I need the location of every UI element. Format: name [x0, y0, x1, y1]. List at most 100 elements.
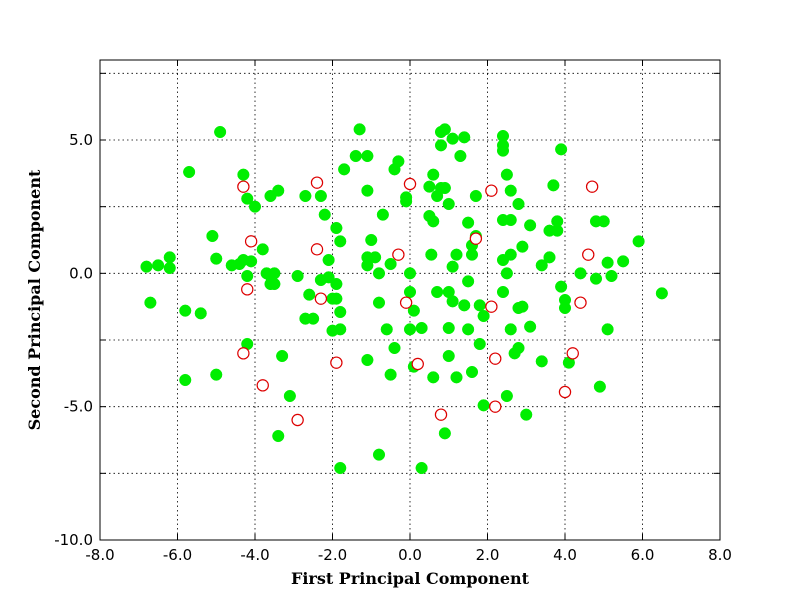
green-filled-point	[516, 300, 529, 313]
green-filled-point	[415, 461, 428, 475]
green-filled-point	[183, 165, 196, 179]
red-open-point	[403, 177, 417, 191]
red-open-point	[399, 296, 413, 309]
green-filled-point	[473, 337, 486, 351]
green-filled-point	[543, 251, 556, 264]
green-filled-point	[299, 189, 312, 203]
green-filled-point	[380, 323, 393, 336]
x-tick-label: 6.0	[631, 546, 655, 564]
green-filled-point	[496, 285, 510, 299]
green-filled-point	[450, 371, 463, 384]
green-filled-point	[446, 295, 459, 308]
y-tick-label: -10.0	[54, 531, 93, 549]
green-filled-point	[427, 168, 440, 181]
green-filled-point	[206, 229, 219, 243]
red-open-point	[330, 356, 343, 369]
x-axis-label: First Principal Component	[291, 569, 530, 588]
green-filled-point	[291, 269, 304, 283]
green-filled-point	[477, 399, 490, 412]
green-filled-point	[361, 259, 374, 272]
red-open-point	[310, 176, 324, 189]
red-open-point	[489, 400, 502, 413]
green-filled-point	[477, 309, 490, 323]
green-filled-point	[330, 277, 343, 291]
red-open-point	[310, 243, 324, 256]
green-filled-point	[392, 155, 405, 168]
green-filled-point	[504, 323, 517, 336]
green-filled-point	[462, 275, 475, 288]
green-filled-point	[434, 139, 448, 152]
green-filled-point	[415, 321, 428, 335]
green-filled-point	[144, 296, 157, 309]
green-filled-point	[330, 292, 343, 305]
green-filled-point	[512, 197, 525, 211]
green-filled-point	[427, 371, 440, 384]
green-filled-point	[361, 149, 374, 163]
green-filled-point	[303, 288, 316, 301]
green-filled-point	[349, 149, 362, 163]
green-filled-point	[283, 389, 296, 403]
red-open-point	[574, 296, 587, 309]
green-filled-point	[334, 305, 347, 319]
green-filled-point	[214, 125, 227, 139]
green-filled-point	[500, 267, 513, 280]
data-points	[140, 123, 668, 475]
green-filled-point	[438, 181, 451, 195]
y-tick-label: 0.0	[69, 264, 93, 282]
red-open-point	[314, 292, 328, 305]
green-filled-point	[454, 149, 467, 163]
green-filled-point	[384, 368, 397, 381]
green-filled-point	[438, 427, 451, 440]
green-filled-point	[210, 368, 223, 381]
green-filled-point	[458, 131, 471, 144]
green-filled-point	[245, 255, 258, 268]
green-filled-point	[555, 143, 568, 156]
red-open-point	[489, 352, 502, 365]
green-filled-point	[369, 251, 382, 264]
green-filled-point	[655, 287, 668, 300]
green-filled-point	[601, 323, 614, 336]
green-filled-point	[632, 235, 645, 248]
green-filled-point	[372, 267, 386, 280]
green-filled-point	[462, 323, 475, 336]
green-filled-point	[462, 216, 475, 229]
green-filled-point	[423, 180, 436, 193]
green-filled-point	[330, 221, 343, 235]
green-filled-point	[372, 448, 386, 461]
green-filled-point	[376, 208, 389, 221]
green-filled-point	[256, 243, 269, 256]
red-open-point	[291, 413, 304, 427]
green-filled-point	[496, 129, 510, 143]
green-filled-point	[520, 408, 533, 421]
red-open-point	[585, 180, 599, 193]
green-filled-point	[272, 429, 285, 443]
green-filled-point	[605, 269, 618, 283]
green-filled-point	[403, 285, 417, 299]
x-tick-label: 2.0	[476, 546, 500, 564]
green-filled-point	[473, 299, 486, 312]
green-filled-point	[524, 219, 537, 232]
green-filled-point	[179, 373, 192, 387]
red-open-point	[237, 347, 250, 360]
green-filled-point	[551, 224, 564, 237]
green-filled-point	[384, 257, 397, 271]
red-open-point	[256, 379, 269, 392]
green-filled-point	[314, 189, 327, 203]
x-tick-label: -4.0	[240, 546, 269, 564]
green-filled-point	[365, 233, 378, 247]
red-open-point	[411, 357, 424, 371]
green-filled-point	[163, 251, 176, 264]
green-filled-point	[555, 280, 568, 293]
green-filled-point	[597, 215, 610, 228]
green-filled-point	[516, 240, 529, 253]
red-open-point	[558, 385, 572, 399]
x-tick-label: -6.0	[163, 546, 192, 564]
x-tick-label: -8.0	[85, 546, 114, 564]
green-filled-point	[504, 248, 517, 261]
green-filled-point	[353, 123, 366, 136]
green-filled-point	[458, 299, 471, 312]
red-open-point	[392, 248, 405, 261]
red-open-point	[485, 300, 498, 313]
green-filled-point	[500, 168, 513, 181]
